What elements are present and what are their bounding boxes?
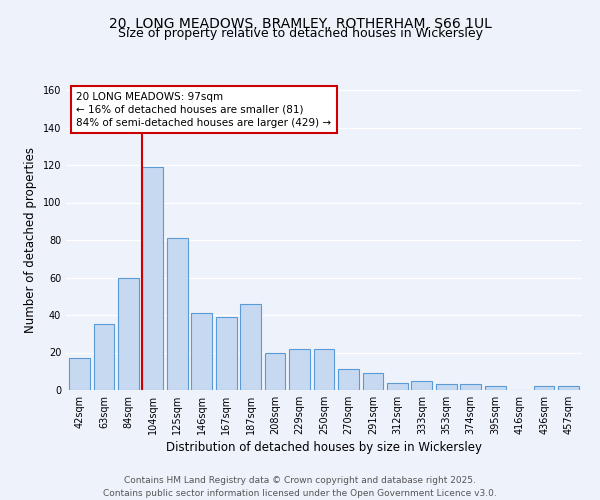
Bar — [216, 317, 236, 390]
Bar — [338, 370, 359, 390]
Bar — [387, 382, 408, 390]
Bar — [314, 349, 334, 390]
Bar — [362, 373, 383, 390]
Bar — [191, 313, 212, 390]
X-axis label: Distribution of detached houses by size in Wickersley: Distribution of detached houses by size … — [166, 441, 482, 454]
Y-axis label: Number of detached properties: Number of detached properties — [24, 147, 37, 333]
Text: Contains HM Land Registry data © Crown copyright and database right 2025.
Contai: Contains HM Land Registry data © Crown c… — [103, 476, 497, 498]
Bar — [142, 167, 163, 390]
Bar — [118, 278, 139, 390]
Bar — [69, 358, 90, 390]
Bar — [460, 384, 481, 390]
Bar — [436, 384, 457, 390]
Bar — [558, 386, 579, 390]
Bar — [240, 304, 261, 390]
Bar — [485, 386, 506, 390]
Bar — [412, 380, 432, 390]
Text: Size of property relative to detached houses in Wickersley: Size of property relative to detached ho… — [118, 28, 482, 40]
Bar — [167, 238, 188, 390]
Bar — [289, 349, 310, 390]
Bar — [265, 352, 286, 390]
Text: 20 LONG MEADOWS: 97sqm
← 16% of detached houses are smaller (81)
84% of semi-det: 20 LONG MEADOWS: 97sqm ← 16% of detached… — [76, 92, 331, 128]
Bar — [534, 386, 554, 390]
Bar — [94, 324, 114, 390]
Text: 20, LONG MEADOWS, BRAMLEY, ROTHERHAM, S66 1UL: 20, LONG MEADOWS, BRAMLEY, ROTHERHAM, S6… — [109, 18, 491, 32]
